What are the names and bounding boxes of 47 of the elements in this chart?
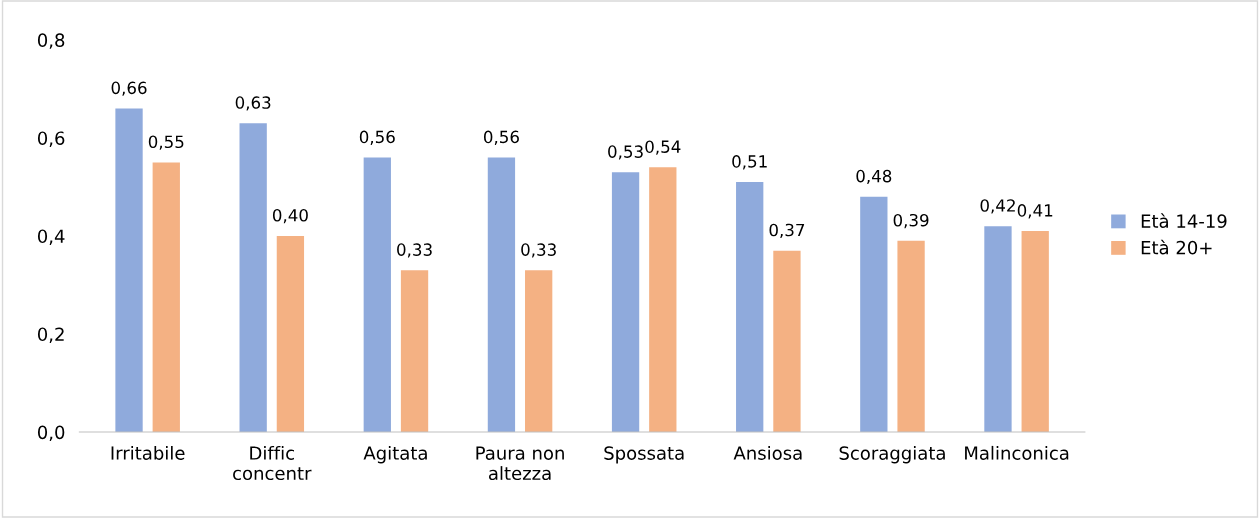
- bar: [525, 270, 553, 433]
- x-tick-label: Irritabile: [111, 445, 185, 460]
- bar: [897, 240, 925, 433]
- x-tick-label: Ansiosa: [733, 445, 802, 460]
- bar: [276, 235, 305, 433]
- y-tick-label: 0,2: [37, 327, 64, 343]
- data-label: 0,51: [732, 155, 767, 170]
- bar: [239, 123, 267, 433]
- bar: [400, 270, 429, 433]
- y-tick-label: 0,6: [37, 131, 65, 147]
- bar: [984, 226, 1012, 433]
- data-label: 0,63: [235, 96, 271, 111]
- data-label: 0,53: [608, 145, 643, 160]
- x-tick-label: Diffic concentr: [233, 445, 312, 481]
- y-tick-label: 0,0: [37, 425, 65, 441]
- data-label: 0,48: [856, 169, 892, 185]
- legend-label: Età 20+: [1141, 239, 1212, 255]
- y-tick-label: 0,8: [37, 33, 65, 49]
- data-label: 0,56: [359, 130, 395, 145]
- bar: [611, 172, 640, 433]
- data-label: 0,33: [397, 243, 432, 258]
- data-label: 0,56: [483, 130, 519, 145]
- data-label: 0,41: [1017, 204, 1053, 219]
- y-tick-label: 0,4: [37, 229, 65, 245]
- data-label: 0,37: [769, 223, 805, 239]
- bar: [487, 157, 516, 433]
- data-label: 0,42: [980, 199, 1015, 214]
- bar: [736, 182, 764, 433]
- data-label: 0,40: [272, 209, 308, 224]
- data-label: 0,66: [111, 81, 147, 96]
- data-label: 0,55: [148, 135, 184, 150]
- legend-label: Età 14-19: [1141, 213, 1227, 228]
- bar: [773, 250, 801, 433]
- x-tick-label: Agitata: [363, 445, 427, 464]
- data-label: 0,39: [893, 213, 929, 229]
- x-tick-label: Paura non altezza: [476, 446, 564, 481]
- bar: [860, 196, 888, 433]
- bar: [115, 108, 143, 433]
- bar: [649, 167, 677, 433]
- data-label: 0,54: [645, 140, 681, 155]
- x-tick-label: Scoraggiata: [839, 445, 945, 464]
- x-tick-label: Spossata: [604, 446, 684, 464]
- bar: [363, 157, 391, 433]
- bar: [1021, 231, 1049, 433]
- x-tick-label: Malinconica: [965, 445, 1069, 460]
- bar: [152, 162, 180, 433]
- data-label: 0,33: [521, 243, 556, 258]
